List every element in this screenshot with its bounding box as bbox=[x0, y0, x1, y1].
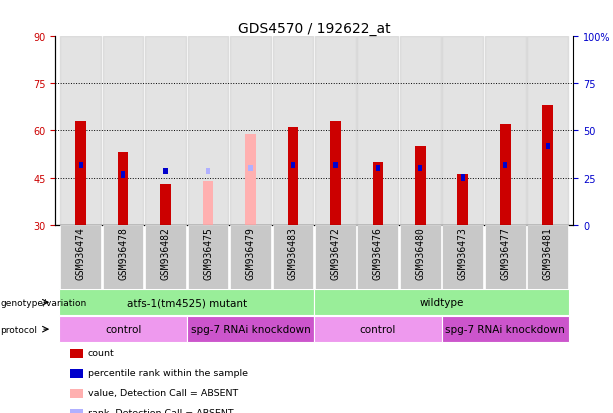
Text: value, Detection Call = ABSENT: value, Detection Call = ABSENT bbox=[88, 388, 238, 397]
Bar bbox=[314, 290, 569, 316]
Bar bbox=[333, 162, 338, 169]
Bar bbox=[70, 389, 83, 398]
Bar bbox=[273, 225, 313, 289]
Bar bbox=[164, 169, 168, 175]
Title: GDS4570 / 192622_at: GDS4570 / 192622_at bbox=[238, 22, 390, 36]
Bar bbox=[457, 175, 468, 225]
Bar bbox=[500, 125, 511, 225]
Bar bbox=[160, 184, 171, 225]
Text: GSM936479: GSM936479 bbox=[245, 227, 256, 280]
Bar bbox=[315, 225, 356, 289]
Text: GSM936482: GSM936482 bbox=[161, 227, 170, 280]
Bar bbox=[373, 162, 383, 225]
Text: GSM936473: GSM936473 bbox=[458, 227, 468, 280]
Bar bbox=[103, 225, 143, 289]
Text: genotype/variation: genotype/variation bbox=[1, 298, 87, 307]
Text: GSM936472: GSM936472 bbox=[330, 227, 340, 280]
Text: percentile rank within the sample: percentile rank within the sample bbox=[88, 368, 248, 377]
Bar bbox=[188, 225, 229, 289]
Bar bbox=[70, 349, 83, 358]
Bar bbox=[59, 290, 314, 316]
Text: count: count bbox=[88, 349, 115, 358]
Bar bbox=[59, 316, 187, 342]
Bar bbox=[415, 147, 425, 225]
Text: GSM936475: GSM936475 bbox=[203, 227, 213, 280]
Text: GSM936483: GSM936483 bbox=[288, 227, 298, 280]
Bar bbox=[460, 175, 465, 181]
Bar bbox=[400, 225, 441, 289]
Bar bbox=[206, 169, 210, 175]
Bar bbox=[503, 162, 508, 169]
Text: control: control bbox=[105, 324, 141, 335]
Text: GSM936481: GSM936481 bbox=[543, 227, 553, 280]
Bar bbox=[145, 225, 186, 289]
Text: GSM936476: GSM936476 bbox=[373, 227, 383, 280]
Text: GSM936474: GSM936474 bbox=[75, 227, 86, 280]
Bar bbox=[443, 225, 483, 289]
Bar bbox=[187, 316, 314, 342]
Bar bbox=[287, 128, 299, 225]
Bar bbox=[527, 225, 568, 289]
Bar bbox=[543, 106, 553, 225]
Text: spg-7 RNAi knockdown: spg-7 RNAi knockdown bbox=[446, 324, 565, 335]
Bar bbox=[291, 162, 295, 169]
Text: wildtype: wildtype bbox=[419, 297, 463, 308]
Bar bbox=[314, 316, 441, 342]
Text: protocol: protocol bbox=[1, 325, 37, 334]
Bar bbox=[118, 153, 128, 225]
Bar bbox=[357, 225, 398, 289]
Bar bbox=[121, 172, 125, 178]
Text: spg-7 RNAi knockdown: spg-7 RNAi knockdown bbox=[191, 324, 310, 335]
Text: control: control bbox=[360, 324, 396, 335]
Bar bbox=[60, 225, 101, 289]
Bar bbox=[230, 225, 271, 289]
Bar bbox=[418, 166, 422, 172]
Bar bbox=[485, 225, 525, 289]
Bar bbox=[376, 166, 380, 172]
Bar bbox=[70, 369, 83, 378]
Text: GSM936477: GSM936477 bbox=[500, 227, 510, 280]
Bar bbox=[245, 134, 256, 225]
Bar bbox=[75, 122, 86, 225]
Bar bbox=[546, 144, 550, 150]
Bar bbox=[248, 166, 253, 172]
Text: atfs-1(tm4525) mutant: atfs-1(tm4525) mutant bbox=[127, 297, 247, 308]
Text: rank, Detection Call = ABSENT: rank, Detection Call = ABSENT bbox=[88, 408, 234, 413]
Bar bbox=[441, 316, 569, 342]
Bar bbox=[203, 181, 213, 225]
Bar bbox=[248, 166, 253, 172]
Text: GSM936480: GSM936480 bbox=[415, 227, 425, 280]
Bar bbox=[70, 409, 83, 413]
Bar bbox=[330, 122, 341, 225]
Text: GSM936478: GSM936478 bbox=[118, 227, 128, 280]
Bar bbox=[78, 162, 83, 169]
